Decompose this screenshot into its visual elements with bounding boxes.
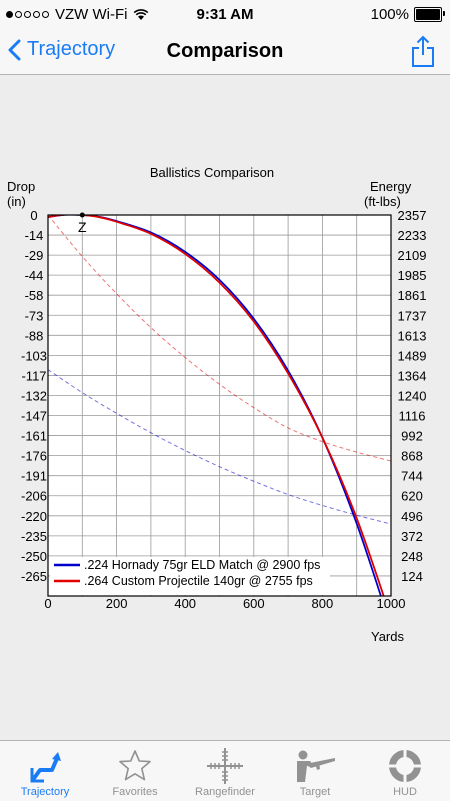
legend-label-series-2: .264 Custom Projectile 140gr @ 2755 fps [84,574,313,588]
y-tick-label-right: 868 [401,449,423,464]
ballistics-chart: 0 2357 -14 2233 -29 2109 -44 1985 -58 1861 -73 1737… [7,165,427,644]
y-tick-label-right: 992 [401,429,423,444]
x-tick-label: 600 [243,596,265,611]
tab-target-label: Target [299,786,331,798]
tab-rangefinder[interactable]: Rangefinder [180,741,270,801]
tab-trajectory-label: Trajectory [20,786,70,798]
trajectory-icon [30,752,61,783]
status-time: 9:31 AM [196,6,254,23]
battery-percent: 100% [370,6,409,23]
y-tick-label-right: 1737 [398,308,427,323]
y-tick-label-right: 248 [401,549,423,564]
y-tick-label-left: -176 [21,449,47,464]
y-tick-label-right: 372 [401,529,423,544]
y-tick-label-right: 2357 [398,208,427,223]
share-button[interactable] [410,34,436,73]
x-tick-label: 1000 [377,596,406,611]
y-tick-label-left: -58 [25,288,44,303]
y-tick-label-right: 1613 [398,328,427,343]
legend-box [50,557,330,595]
back-button[interactable]: Trajectory [8,38,115,61]
chart-area: 0 2357 -14 2233 -29 2109 -44 1985 -58 1861 -73 1737… [0,75,450,740]
y-tick-label-left: -117 [21,368,46,383]
carrier-group: VZW Wi-Fi [6,6,149,23]
y-tick-label-right: 1116 [399,409,426,424]
crosshair-icon [207,748,243,784]
signal-strength-icon [6,11,49,18]
energy-line-series-2 [48,215,391,462]
tab-hud[interactable]: HUD [360,741,450,801]
right-axis-unit: (ft-lbs) [364,194,401,209]
legend-label-series-1: .224 Hornady 75gr ELD Match @ 2900 fps [84,558,320,572]
y-tick-label-left: -206 [21,489,47,504]
x-tick-label: 0 [44,596,51,611]
x-axis-label: Yards [371,629,404,644]
energy-line-series-1 [48,369,391,525]
left-axis-label: Drop [7,179,35,194]
y-tick-label-left: 0 [30,208,37,223]
y-tick-label-left: -88 [25,328,44,343]
y-tick-label-left: -147 [21,409,47,424]
y-tick-label-left: -29 [25,248,44,263]
x-tick-label: 800 [312,596,334,611]
battery-icon [414,7,445,22]
zero-point-label: Z [78,219,87,235]
share-icon [412,35,434,67]
right-axis-label: Energy [370,179,412,194]
left-axis-unit: (in) [7,194,26,209]
y-tick-label-right: 2233 [398,228,427,243]
y-tick-label-left: -73 [25,308,44,323]
y-tick-label-right: 1489 [398,348,427,363]
tab-bar: Trajectory Favorites Rangefinder Ta [0,740,450,801]
y-tick-label-right: 1240 [398,388,427,403]
y-tick-label-right: 1985 [398,268,427,283]
y-tick-label-left: -44 [25,268,44,283]
y-tick-label-right: 1861 [398,288,427,303]
tab-hud-label: HUD [393,786,417,798]
y-tick-label-right: 1364 [398,368,427,383]
chevron-left-icon [8,39,21,60]
wifi-icon [134,8,149,20]
x-tick-label: 200 [106,596,128,611]
status-bar: VZW Wi-Fi 9:31 AM 100% [0,0,450,30]
y-tick-label-left: -191 [21,469,47,484]
y-tick-label-right: 2109 [398,248,427,263]
y-tick-label-right: 744 [401,469,423,484]
back-button-label: Trajectory [27,38,116,60]
y-tick-label-left: -103 [21,348,47,363]
y-tick-label-left: -161 [21,429,47,444]
shooter-icon [297,750,335,782]
y-tick-label-right: 620 [401,489,423,504]
x-tick-label: 400 [174,596,196,611]
tab-favorites-label: Favorites [112,786,158,798]
plot-border [47,214,392,597]
y-tick-label-right: 124 [401,569,423,584]
navigation-bar: Trajectory Comparison [0,30,450,75]
tab-trajectory[interactable]: Trajectory [0,741,90,801]
y-tick-label-left: -250 [21,549,47,564]
tab-rangefinder-label: Rangefinder [195,786,255,798]
chart-title: Ballistics Comparison [150,165,274,180]
y-tick-label-left: -14 [25,228,44,243]
star-icon [119,750,151,781]
carrier-label: VZW Wi-Fi [55,6,128,23]
hud-ring-icon [389,750,421,782]
y-tick-label-left: -220 [21,509,47,524]
y-tick-label-left: -265 [21,569,47,584]
y-tick-label-left: -132 [21,388,47,403]
page-title: Comparison [166,40,284,62]
y-tick-label-right: 496 [401,509,423,524]
battery-group: 100% [370,6,445,23]
tab-target[interactable]: Target [270,741,360,801]
tab-favorites[interactable]: Favorites [90,741,180,801]
y-tick-label-left: -235 [21,529,47,544]
